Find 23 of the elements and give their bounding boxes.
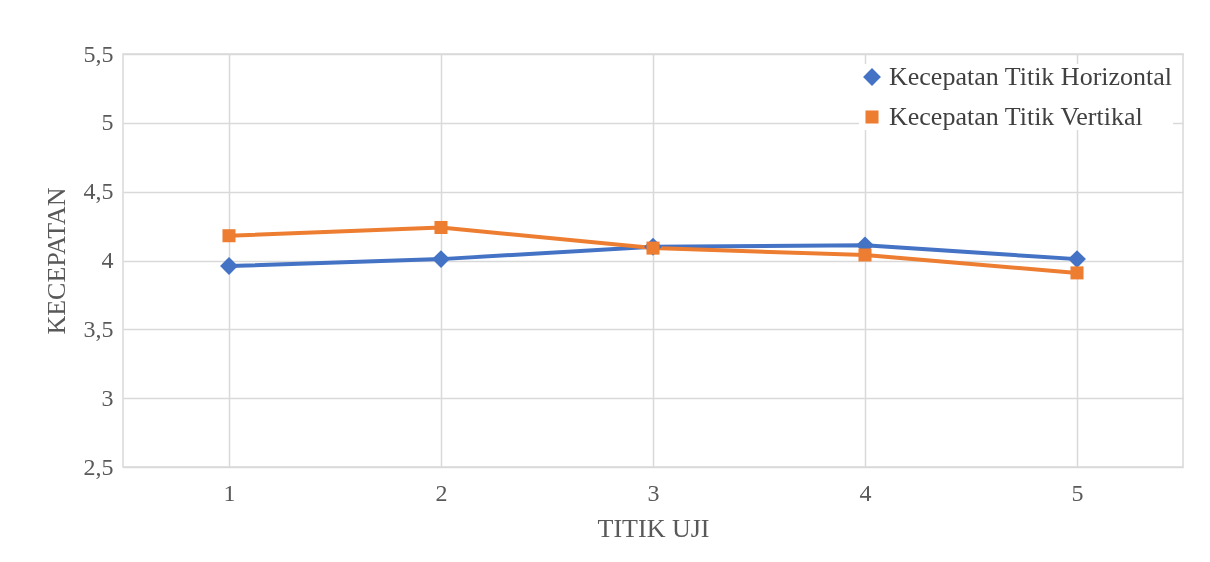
y-tick-label: 3 [101,384,114,411]
point [222,229,236,243]
legend-label: Kecepatan Titik Vertikal [889,102,1143,131]
point [220,257,238,275]
x-tick-label: 1 [223,479,236,506]
y-tick-label: 4,5 [83,178,114,205]
point [1068,250,1086,269]
y-tick-label: 3,5 [83,315,114,342]
y-tick-label: 2,5 [83,453,114,480]
point [434,220,448,234]
legend-label: Kecepatan Titik Horizontal [889,62,1173,91]
point [1070,266,1084,280]
x-axis-title: TITIK UJI [597,513,710,543]
x-tick-label: 3 [647,479,660,506]
y-tick-label: 5 [101,109,114,136]
x-tick-label: 5 [1071,479,1084,506]
x-tick-label: 4 [859,479,872,506]
point [432,250,450,269]
point [858,248,872,262]
y-axis-title: KECEPATAN [41,187,71,335]
x-tick-label: 2 [435,479,448,506]
y-tick-label: 4 [101,247,114,273]
y-tick-label: 5,5 [83,40,114,67]
